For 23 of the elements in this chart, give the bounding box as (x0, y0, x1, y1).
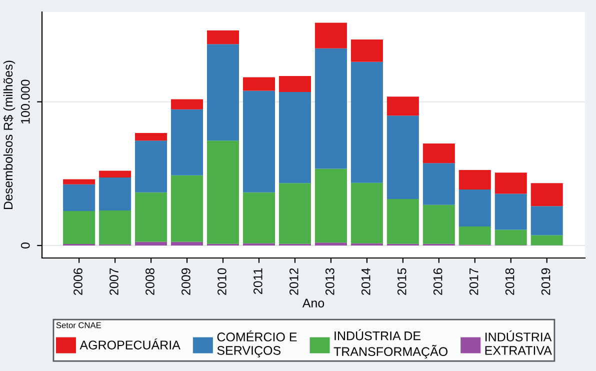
x-tick-label: 2015 (397, 268, 406, 295)
x-tick-label: 2009 (182, 268, 190, 295)
legend-title: Setor CNAE (56, 322, 101, 328)
x-tick-label: 2019 (541, 268, 550, 295)
x-tick-label: 2013 (325, 268, 334, 295)
x-tick-label: 2008 (146, 268, 154, 295)
legend-label: INDÚSTRIA EXTRATIVA (485, 330, 552, 355)
legend-label: INDÚSTRIA DE TRANSFORMAÇÃO (334, 329, 448, 359)
x-tick-label: 2011 (253, 268, 262, 294)
legend-label: AGROPECUÁRIA (80, 338, 180, 350)
y-axis-title: Desembolsos R$ (milhões) (3, 60, 16, 209)
x-tick-label: 2010 (218, 268, 226, 295)
x-tick-label: 2014 (361, 268, 370, 295)
x-tick-label: 2018 (505, 268, 514, 295)
x-tick-label: 2012 (289, 268, 298, 295)
x-tick-label: 2016 (433, 268, 442, 295)
legend-label: COMÉRCIO E SERVIÇOS (217, 330, 297, 358)
y-tick-label: 100.000 (20, 80, 30, 124)
x-tick-label: 2017 (469, 268, 478, 295)
y-tick-label: 0 (20, 242, 30, 248)
x-axis-title: Ano (302, 298, 324, 308)
x-tick-label: 2007 (110, 268, 118, 295)
x-tick-label: 2006 (74, 268, 82, 295)
